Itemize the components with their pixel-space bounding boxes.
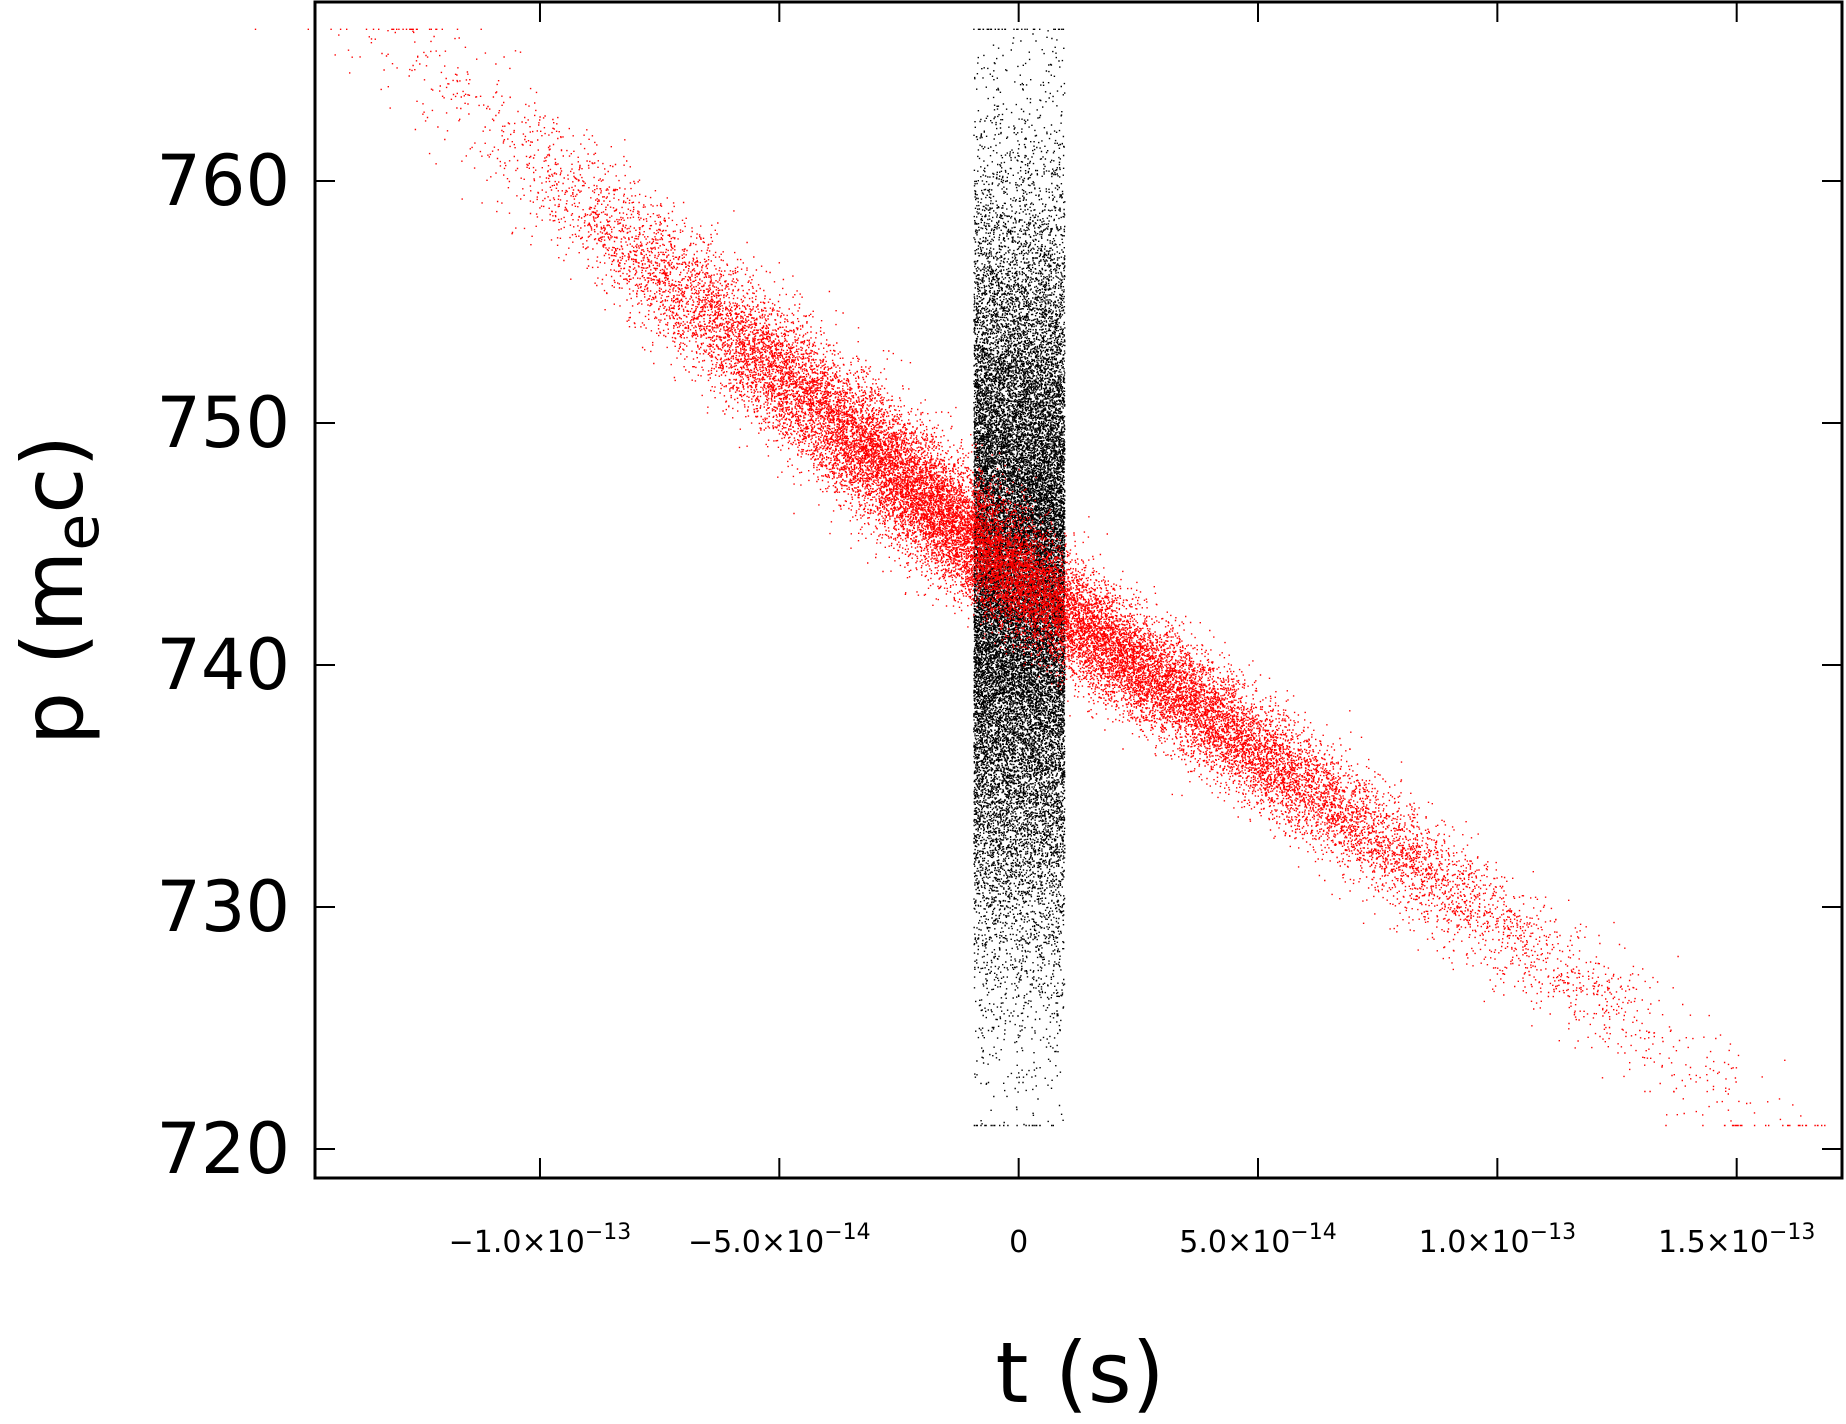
axis-labels-layer: t (s) p (mec)	[4, 435, 1164, 1422]
x-tick-label: 1.0×10−13	[1419, 1220, 1576, 1260]
x-tick-label: 5.0×10−14	[1179, 1220, 1336, 1260]
y-tick-label: 730	[156, 866, 290, 948]
x-tick-label: −1.0×10−13	[449, 1220, 632, 1260]
ticks-layer: 720 730 740 750 760 −1.0×10−13 −5.0×10−14 0 5.0×…	[156, 2, 1842, 1260]
y-axis-label: p (mec)	[4, 435, 113, 746]
x-tick-label: −5.0×10−14	[688, 1220, 871, 1260]
y-tick-label: 740	[156, 624, 290, 706]
y-tick-label: 760	[156, 140, 290, 222]
data-points-layer	[254, 28, 1826, 1127]
x-tick-label: 1.5×10−13	[1658, 1220, 1815, 1260]
y-tick-label: 720	[156, 1108, 290, 1190]
x-tick-label: 0	[1009, 1225, 1028, 1260]
plot-frame	[313, 0, 1844, 1180]
series-points-red	[254, 28, 1826, 1127]
x-axis-label: t (s)	[996, 1324, 1165, 1422]
y-tick-label: 750	[156, 382, 290, 464]
